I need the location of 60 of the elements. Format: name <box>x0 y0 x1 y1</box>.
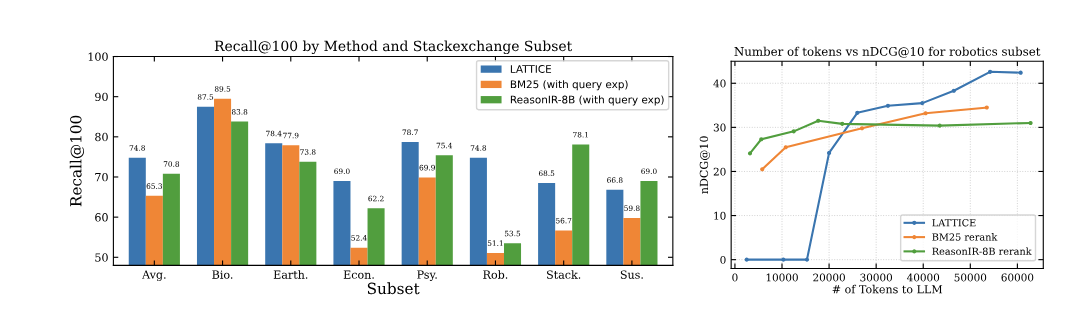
point <box>951 88 956 93</box>
point <box>885 103 891 108</box>
point <box>816 118 821 123</box>
legend-label: BM25 rerank <box>932 233 998 241</box>
x-tick-label: Avg. <box>142 270 166 281</box>
x-tick-label: 60000 <box>1001 273 1034 282</box>
y-tick-label: 100 <box>88 52 108 61</box>
legend-label: BM25 (with query exp) <box>510 80 628 91</box>
x-tick-label: Bio. <box>212 270 233 279</box>
point <box>920 101 925 106</box>
point <box>923 111 928 116</box>
x-axis-title: Subset <box>367 282 420 295</box>
chart-title: Number of tokens vs nDCG@10 for robotics subset <box>734 46 1041 58</box>
x-tick-label: Psy. <box>417 270 437 281</box>
x-tick-label: Econ. <box>343 270 374 279</box>
x-tick-label: 20000 <box>813 273 845 282</box>
y-axis-title: nDCG@10 <box>699 136 710 194</box>
point <box>984 105 989 110</box>
point <box>855 110 860 115</box>
legend-label: ReasonIR-8B (with query exp) <box>510 95 664 106</box>
y-tick-label: 10 <box>714 211 726 220</box>
y-tick-label: 50 <box>95 253 108 262</box>
x-tick-label: Earth. <box>273 270 308 279</box>
x-tick-label: 30000 <box>860 273 893 282</box>
x-axis-title: # of Tokens to LLM <box>832 284 943 294</box>
point <box>781 257 786 262</box>
y-axis-title: Recall@100 <box>69 115 85 207</box>
y-tick-label: 30 <box>713 123 726 132</box>
y-tick-label: 80 <box>95 132 108 142</box>
point <box>937 123 942 128</box>
point <box>859 126 865 131</box>
point <box>783 145 788 150</box>
point <box>1028 120 1033 126</box>
x-tick-label: Sus. <box>620 270 643 279</box>
point <box>840 121 845 126</box>
legend-label: ReasonIR-8B rerank <box>932 247 1032 255</box>
y-tick-label: 20 <box>713 167 726 176</box>
point <box>826 150 832 156</box>
y-tick-label: 0 <box>720 255 726 264</box>
y-tick-label: 40 <box>713 79 726 88</box>
point <box>1018 70 1023 75</box>
x-tick-label: Rob. <box>483 270 508 279</box>
y-tick-label: 60 <box>95 213 108 222</box>
y-tick-label: 70 <box>95 172 108 182</box>
x-tick-label: 50000 <box>954 273 987 282</box>
x-tick-label: 10000 <box>766 273 798 282</box>
point <box>987 69 993 74</box>
y-tick-label: 90 <box>95 92 108 102</box>
point <box>759 137 764 142</box>
chart-title: Recall@100 by Method and Stackexchange Subset <box>214 40 573 55</box>
legend-label: LATTICE <box>510 65 552 73</box>
point <box>747 151 753 156</box>
point <box>744 257 749 262</box>
x-tick-label: Stack. <box>547 270 581 279</box>
point <box>760 167 765 172</box>
point <box>804 257 810 262</box>
x-tick-label: 40000 <box>906 273 940 282</box>
legend-label: LATTICE <box>932 219 976 227</box>
point <box>791 129 796 134</box>
x-tick-label: 0 <box>732 273 738 282</box>
